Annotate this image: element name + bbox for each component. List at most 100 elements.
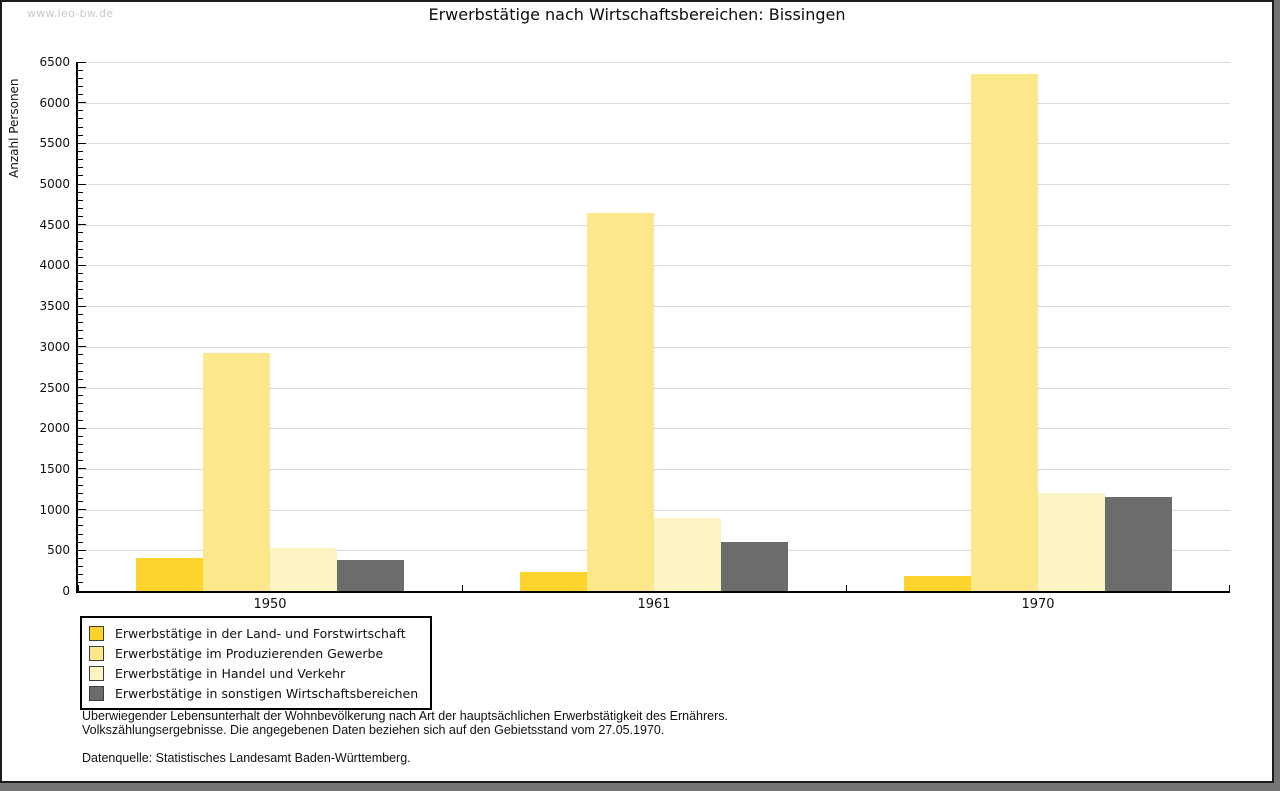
y-axis-minor-tick [78,134,83,136]
gridline [78,509,1230,511]
gridline [78,224,1230,226]
y-axis-minor-tick [78,574,83,576]
y-axis-minor-tick [78,452,83,454]
y-axis-minor-tick [78,460,83,462]
y-axis-minor-tick [78,557,83,559]
y-tick-label: 6500 [39,55,70,69]
legend-swatch-icon [89,685,104,701]
y-axis-minor-tick [78,175,83,177]
gridline [78,306,1230,308]
y-axis-minor-tick [78,338,83,340]
gridline [78,265,1230,267]
legend-item: Erwerbstätige in der Land- und Forstwirt… [89,623,418,643]
gridline [78,143,1230,145]
y-axis-minor-tick [78,159,83,161]
y-axis-minor-tick [78,435,83,437]
y-axis-tick [78,427,86,429]
x-axis-tick [1229,585,1230,591]
y-tick-label: 1500 [39,461,70,476]
plot-area: 0 500 1000 1500 2000 2500 3000 3500 4000 4500 5000… [39,55,1230,612]
y-axis-minor-tick [78,362,83,364]
y-axis-minor-tick [78,566,83,568]
y-axis-tick [78,224,86,226]
y-axis-minor-tick [78,411,83,413]
y-axis-minor-tick [78,126,83,128]
y-axis-minor-tick [78,500,83,502]
bar [587,212,654,591]
bar [971,74,1038,591]
legend-item: Erwerbstätige in Handel und Verkehr [89,663,418,683]
y-axis-tick [78,468,86,470]
y-axis-minor-tick [78,476,83,478]
y-tick-label: 1000 [39,502,70,517]
legend-item: Erwerbstätige in sonstigen Wirtschaftsbe… [89,683,418,703]
legend-label: Erwerbstätige in sonstigen Wirtschaftsbe… [115,685,419,701]
bar [203,353,270,591]
y-tick-label: 2500 [39,380,70,395]
gridline [78,468,1230,470]
legend-swatch-icon [89,665,104,681]
y-axis-minor-tick [78,256,83,258]
y-axis-tick [78,387,86,389]
gridline [78,184,1230,186]
y-axis-minor-tick [78,69,83,71]
y-axis-minor-tick [78,94,83,96]
y-axis-minor-tick [78,582,83,584]
y-tick-label: 0 [62,584,70,598]
legend-item: Erwerbstätige im Produzierenden Gewerbe [89,643,418,663]
bar [136,558,203,591]
y-axis-tick [78,183,86,185]
bar [520,572,587,591]
y-tick-label: 3000 [39,339,70,354]
x-axis-tick [846,585,847,591]
y-tick-label: 3500 [39,299,70,314]
gridline [78,387,1230,389]
gridline [78,428,1230,430]
y-axis-minor-tick [78,273,83,275]
gridline [78,102,1230,104]
footer-notes: Überwiegender Lebensunterhalt der Wohnbe… [82,709,728,765]
y-axis-minor-tick [78,533,83,535]
y-axis-minor-tick [78,321,83,323]
legend-box: Erwerbstätige in der Land- und Forstwirt… [80,616,433,710]
y-axis-tick [78,61,86,63]
legend-label: Erwerbstätige im Produzierenden Gewerbe [115,645,384,661]
y-axis-tick [78,264,86,266]
gridline [78,346,1230,348]
y-tick-label: 500 [47,543,70,558]
y-axis-minor-tick [78,484,83,486]
y-axis-minor-tick [78,289,83,291]
bar [337,560,404,591]
y-axis-tick [78,590,86,592]
y-tick-label: 4000 [39,258,70,273]
bar [721,542,788,591]
y-axis-line [76,62,78,591]
x-axis-tick [462,585,463,591]
y-axis-minor-tick [78,110,83,112]
footer-note-line1: Überwiegender Lebensunterhalt der Wohnbe… [82,709,728,723]
y-axis-tick [78,346,86,348]
bar [270,547,337,591]
y-axis-minor-tick [78,313,83,315]
y-axis-minor-tick [78,541,83,543]
x-axis-line [76,591,1230,593]
y-axis-minor-tick [78,403,83,405]
watermark: www.leo-bw.de [27,7,114,20]
y-axis-minor-tick [78,378,83,380]
x-category-label: 1950 [253,597,287,612]
y-axis-minor-tick [78,216,83,218]
y-axis-minor-tick [78,167,83,169]
y-axis-minor-tick [78,370,83,372]
legend-swatch-icon [89,625,104,641]
y-axis-tick [78,305,86,307]
y-axis-minor-tick [78,330,83,332]
y-tick-label: 4500 [39,217,70,232]
legend-label: Erwerbstätige in Handel und Verkehr [115,665,346,681]
y-axis-label: Anzahl Personen [7,78,21,178]
y-axis-minor-tick [78,492,83,494]
gridline [78,62,1230,63]
y-axis-minor-tick [78,207,83,209]
y-axis-minor-tick [78,85,83,87]
legend-label: Erwerbstätige in der Land- und Forstwirt… [115,625,406,641]
